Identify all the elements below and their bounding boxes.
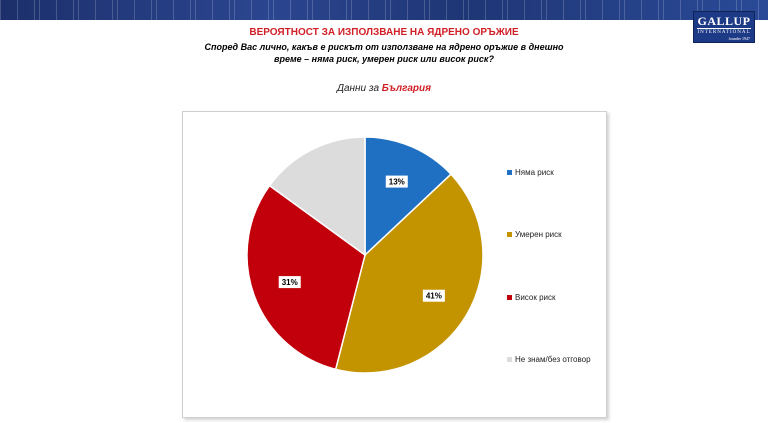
banner-decoration: [702, 0, 703, 20]
chart-subtitle: Данни за България: [0, 83, 768, 94]
banner-decoration: [307, 0, 308, 20]
data-label-bg: [278, 276, 301, 289]
data-label-bg: [385, 175, 408, 188]
chart-area: 13% 41% 31% Няма риск Умерен риск Висок риск…: [182, 111, 607, 418]
gallup-logo: GALLUP INTERNATIONAL founder 1947: [693, 11, 755, 43]
data-label-bg: [422, 289, 445, 302]
pie-slice-3: [268, 136, 366, 257]
logo-line2: INTERNATIONAL: [697, 28, 751, 35]
legend-label: Висок риск: [515, 293, 556, 302]
banner-decoration: [329, 0, 330, 20]
pie-slice-0: [364, 136, 453, 257]
logo-line1: GALLUP: [697, 14, 751, 28]
banner-decoration: [736, 0, 737, 20]
banner-decoration: [156, 0, 157, 20]
legend-item: Умерен риск: [507, 230, 562, 239]
banner-decoration: [390, 0, 391, 20]
banner-decoration: [34, 0, 35, 20]
banner-decoration: [385, 0, 386, 20]
banner-decoration: [502, 0, 503, 20]
pie-slice-2: [246, 184, 366, 371]
banner-decoration: [190, 0, 191, 20]
banner-decoration: [73, 0, 74, 20]
banner-decoration: [268, 0, 269, 20]
banner-decoration: [580, 0, 581, 20]
banner-decoration: [546, 0, 547, 20]
header-banner: [0, 0, 768, 20]
banner-decoration: [468, 0, 469, 20]
legend-label: Умерен риск: [515, 230, 562, 239]
legend-item: Висок риск: [507, 293, 555, 302]
banner-decoration: [585, 0, 586, 20]
banner-decoration: [368, 0, 369, 20]
banner-decoration: [463, 0, 464, 20]
banner-decoration: [407, 0, 408, 20]
banner-decoration: [663, 0, 664, 20]
banner-decoration: [446, 0, 447, 20]
banner-decoration: [56, 0, 57, 20]
banner-decoration: [229, 0, 230, 20]
legend-item: Не знам/без отговор: [507, 355, 591, 364]
banner-decoration: [697, 0, 698, 20]
legend-item: Няма риск: [507, 168, 554, 177]
data-label: 41%: [426, 292, 442, 301]
banner-decoration: [602, 0, 603, 20]
data-label: 13%: [389, 178, 405, 187]
banner-decoration: [351, 0, 352, 20]
banner-decoration: [17, 0, 18, 20]
subtitle-country: България: [381, 83, 432, 94]
page-title: ВЕРОЯТНОСТ ЗА ИЗПОЛЗВАНЕ НА ЯДРЕНО ОРЪЖИ…: [249, 27, 519, 38]
legend-swatch: [507, 295, 512, 301]
pie-chart: 13% 41% 31%: [246, 136, 484, 374]
banner-decoration: [524, 0, 525, 20]
banner-decoration: [117, 0, 118, 20]
pie-slice-1: [334, 173, 484, 374]
banner-decoration: [429, 0, 430, 20]
banner-decoration: [680, 0, 681, 20]
banner-decoration: [758, 0, 759, 20]
legend-swatch: [507, 170, 512, 176]
banner-decoration: [273, 0, 274, 20]
banner-decoration: [485, 0, 486, 20]
banner-decoration: [234, 0, 235, 20]
subtitle-prefix: Данни за: [336, 83, 382, 94]
logo-line3: founder 1947: [728, 36, 750, 41]
banner-decoration: [641, 0, 642, 20]
banner-decoration: [563, 0, 564, 20]
banner-decoration: [424, 0, 425, 20]
banner-decoration: [151, 0, 152, 20]
banner-decoration: [312, 0, 313, 20]
legend-label: Няма риск: [515, 168, 554, 177]
banner-decoration: [346, 0, 347, 20]
banner-decoration: [619, 0, 620, 20]
banner-decoration: [741, 0, 742, 20]
banner-decoration: [95, 0, 96, 20]
survey-question: Според Вас лично, какъв е рискът от изпо…: [204, 42, 564, 64]
banner-decoration: [658, 0, 659, 20]
banner-decoration: [0, 0, 1, 20]
banner-decoration: [507, 0, 508, 20]
banner-decoration: [195, 0, 196, 20]
legend-swatch: [507, 232, 512, 238]
banner-decoration: [173, 0, 174, 20]
data-label: 31%: [282, 278, 298, 287]
banner-decoration: [134, 0, 135, 20]
banner-decoration: [212, 0, 213, 20]
banner-decoration: [541, 0, 542, 20]
banner-decoration: [624, 0, 625, 20]
banner-decoration: [78, 0, 79, 20]
legend-swatch: [507, 357, 512, 363]
banner-decoration: [290, 0, 291, 20]
banner-decoration: [251, 0, 252, 20]
banner-decoration: [719, 0, 720, 20]
legend-label: Не знам/без отговор: [515, 355, 591, 364]
banner-decoration: [39, 0, 40, 20]
banner-decoration: [112, 0, 113, 20]
